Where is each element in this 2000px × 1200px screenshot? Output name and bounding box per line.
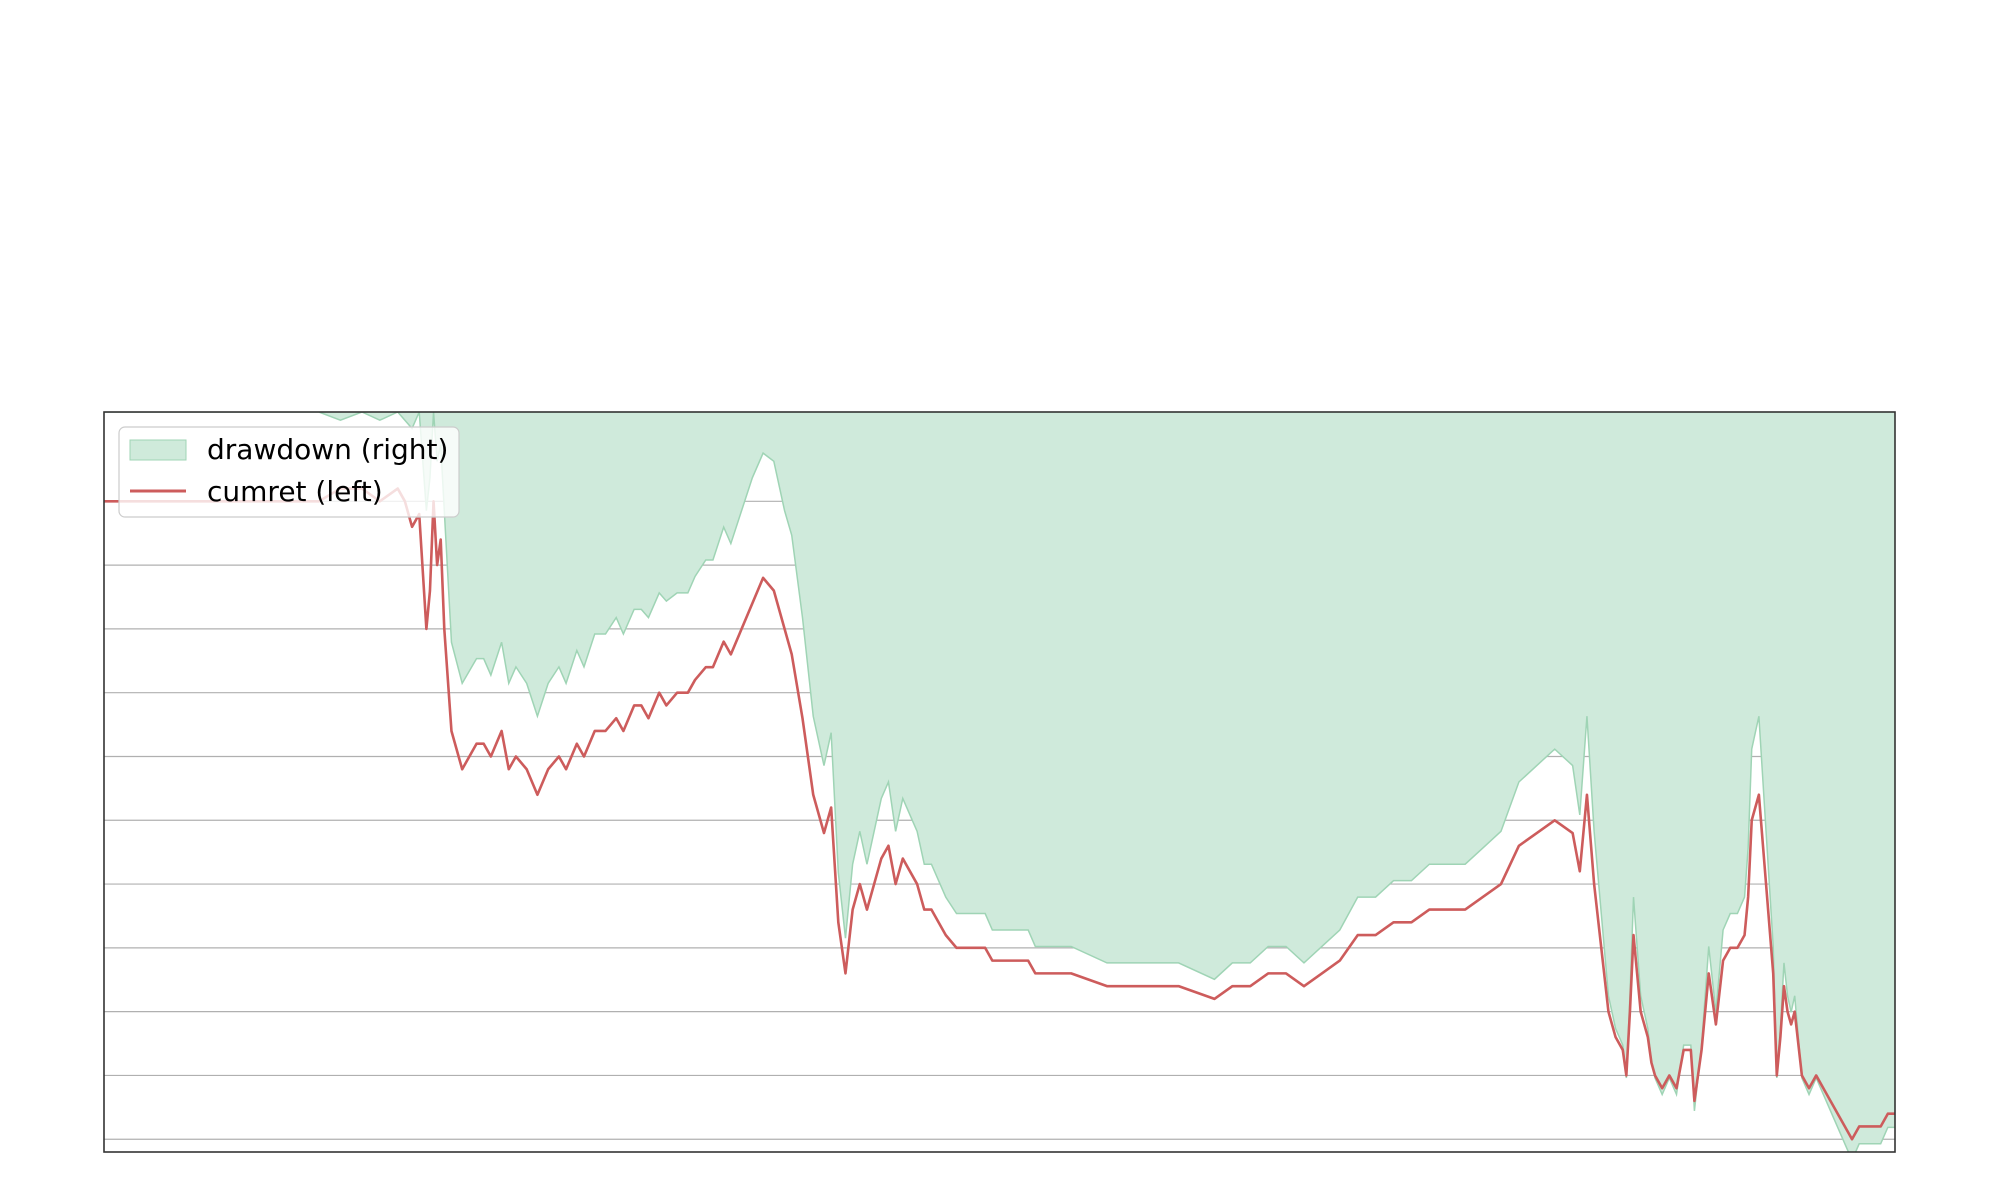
legend-label-drawdown: drawdown (right) (207, 433, 448, 466)
drawdown-area (104, 412, 1895, 1152)
legend: drawdown (right) cumret (left) (118, 426, 460, 518)
plot-area (104, 412, 1895, 1152)
cumret-line (104, 487, 1895, 1141)
drawdown-edge-line (104, 412, 1895, 1152)
legend-box (118, 426, 460, 518)
plot-frame (103, 411, 1896, 1153)
legend-swatch-drawdown (129, 439, 187, 461)
legend-label-cumret: cumret (left) (207, 475, 383, 508)
